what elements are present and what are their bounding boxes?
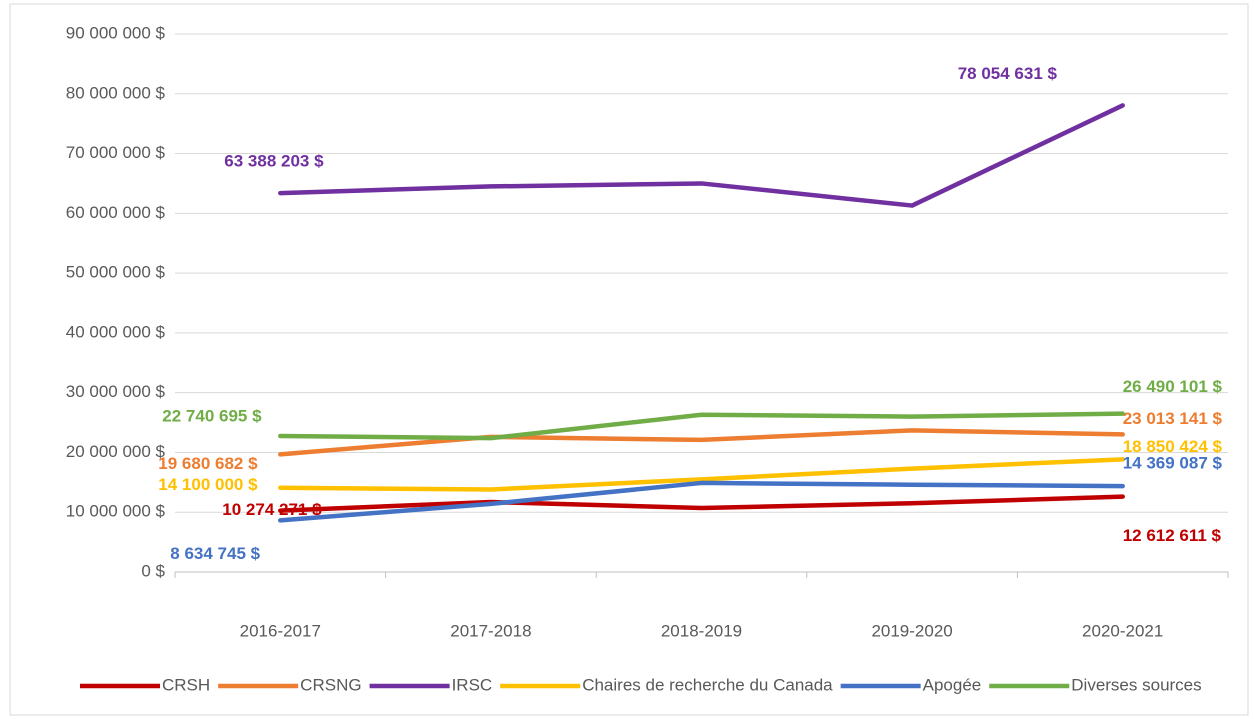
data-label: 18 850 424 $ — [1123, 437, 1223, 456]
data-label: 22 740 695 $ — [162, 407, 262, 426]
series-line — [278, 457, 1125, 492]
series-line — [278, 411, 1125, 441]
y-tick-label: 80 000 000 $ — [66, 83, 166, 102]
y-tick-label: 10 000 000 $ — [66, 502, 166, 521]
series-line — [278, 480, 1125, 523]
legend-label: Apogée — [923, 675, 982, 694]
series-line — [278, 428, 1125, 457]
legend-label: Diverses sources — [1071, 675, 1201, 694]
series-line — [278, 103, 1125, 208]
data-label: 14 369 087 $ — [1123, 454, 1223, 473]
x-tick-label: 2019-2020 — [871, 621, 952, 640]
y-tick-label: 60 000 000 $ — [66, 203, 166, 222]
data-label: 78 054 631 $ — [958, 64, 1058, 83]
data-label: 10 274 271 $ — [222, 500, 322, 519]
y-tick-label: 20 000 000 $ — [66, 442, 166, 461]
legend-label: CRSH — [162, 675, 210, 694]
y-tick-label: 40 000 000 $ — [66, 322, 166, 341]
y-tick-label: 70 000 000 $ — [66, 143, 166, 162]
data-label: 26 490 101 $ — [1123, 377, 1223, 396]
data-label: 12 612 611 $ — [1123, 526, 1222, 545]
legend-label: Chaires de recherche du Canada — [582, 675, 833, 694]
y-tick-label: 0 $ — [141, 561, 165, 580]
x-tick-label: 2018-2019 — [661, 621, 742, 640]
legend-label: IRSC — [452, 675, 493, 694]
x-tick-label: 2020-2021 — [1082, 621, 1163, 640]
data-label: 63 388 203 $ — [224, 152, 324, 171]
series-line — [278, 494, 1125, 513]
data-label: 23 013 141 $ — [1123, 409, 1223, 428]
y-tick-label: 90 000 000 $ — [66, 23, 166, 42]
x-tick-label: 2016-2017 — [240, 621, 321, 640]
legend-label: CRSNG — [300, 675, 361, 694]
y-tick-label: 30 000 000 $ — [66, 382, 166, 401]
data-label: 19 680 682 $ — [158, 454, 258, 473]
x-tick-label: 2017-2018 — [450, 621, 531, 640]
chart-border — [9, 3, 1249, 716]
y-tick-label: 50 000 000 $ — [66, 263, 166, 282]
data-label: 14 100 000 $ — [158, 475, 258, 494]
data-label: 8 634 745 $ — [170, 544, 260, 563]
